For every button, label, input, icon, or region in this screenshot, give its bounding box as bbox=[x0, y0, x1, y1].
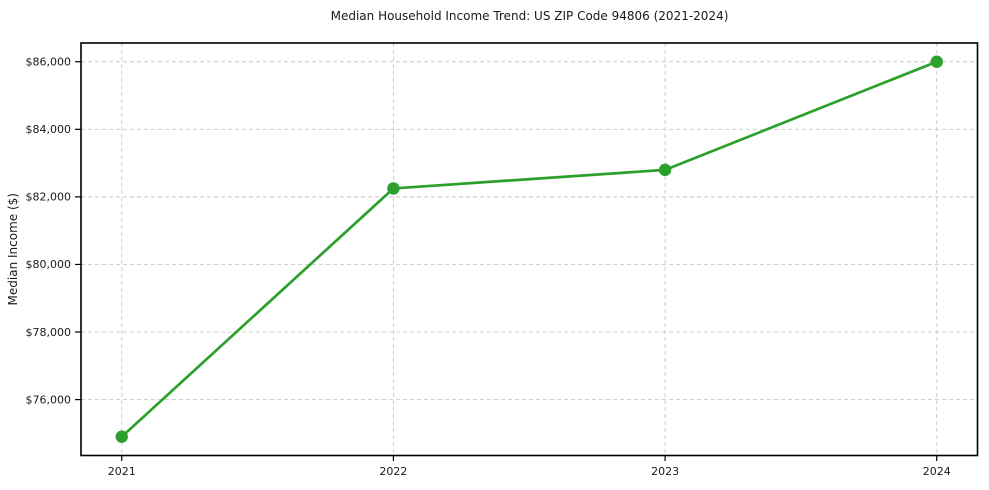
data-point-marker bbox=[930, 55, 943, 68]
x-axis-tick-label: 2022 bbox=[379, 465, 407, 478]
y-axis-tick-label: $82,000 bbox=[26, 191, 72, 204]
plot-border bbox=[80, 42, 979, 457]
x-axis-tick-label: 2023 bbox=[651, 465, 679, 478]
data-point-marker bbox=[387, 182, 400, 195]
trend-line bbox=[120, 60, 939, 439]
y-axis-tick-label: $84,000 bbox=[26, 123, 72, 136]
y-axis-tick-label: $80,000 bbox=[26, 258, 72, 271]
data-point-marker bbox=[658, 163, 672, 177]
chart-title: Median Household Income Trend: US ZIP Co… bbox=[330, 9, 729, 23]
x-axis-tick-label: 2021 bbox=[108, 465, 136, 478]
y-axis-tick-label: $86,000 bbox=[26, 55, 72, 68]
y-axis-tick-label: $78,000 bbox=[26, 326, 72, 339]
y-axis-tick-label: $76,000 bbox=[26, 393, 72, 406]
data-point-marker bbox=[115, 430, 128, 443]
y-axis-title: Median Income ($) bbox=[6, 193, 20, 305]
x-axis-tick-label: 2024 bbox=[923, 465, 951, 478]
